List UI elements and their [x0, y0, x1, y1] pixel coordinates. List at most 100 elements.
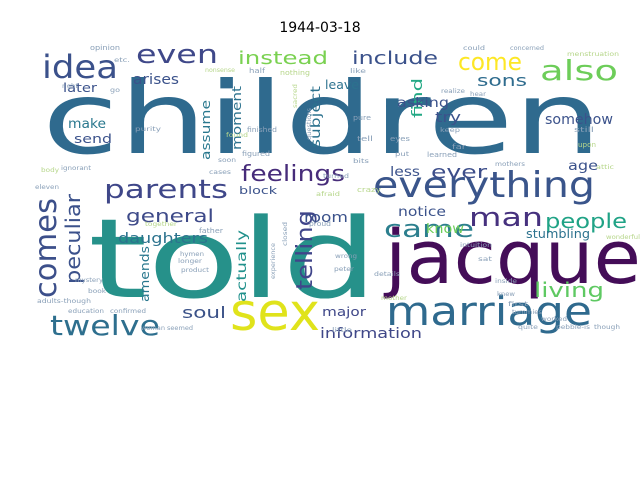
cloud-word-subject: subject	[309, 86, 324, 148]
cloud-word-arises: arises	[133, 72, 179, 88]
cloud-word-ignorant: ignorant	[61, 165, 92, 172]
cloud-word-idea: idea	[42, 48, 118, 86]
cloud-word-leave: leave	[325, 78, 359, 92]
cloud-word-right: right	[62, 83, 79, 90]
cloud-word-cases: cases	[209, 169, 231, 176]
cloud-word-room: room	[304, 210, 348, 226]
cloud-word-questions: questions	[306, 108, 313, 140]
cloud-word-opinion: opinion	[90, 44, 120, 52]
cloud-word-adults-though: adults-though	[37, 298, 91, 305]
cloud-word-intuition: intuition	[460, 242, 492, 249]
cloud-word-living: living	[534, 278, 604, 302]
cloud-word-experience: experience	[270, 243, 277, 279]
cloud-word-ever: ever	[431, 162, 488, 183]
cloud-word-finished: finished	[247, 126, 277, 134]
cloud-word-proud: proud	[309, 220, 331, 228]
cloud-word-put: put	[395, 151, 410, 158]
cloud-word-book: book	[88, 288, 107, 295]
cloud-word-man: man	[469, 203, 543, 233]
cloud-word-though: though	[594, 324, 620, 331]
cloud-word-bits: bits	[353, 158, 369, 165]
cloud-word-peculiar: peculiar	[61, 193, 85, 284]
cloud-word-also: also	[540, 54, 618, 87]
cloud-word-block: block	[239, 184, 278, 197]
cloud-word-major: major	[322, 305, 366, 319]
cloud-word-even: even	[136, 40, 218, 70]
cloud-word-parents: parents	[104, 175, 228, 205]
cloud-word-moment: moment	[230, 86, 244, 150]
cloud-word-attic: attic	[596, 164, 614, 171]
cloud-word-figured: figured	[242, 150, 270, 158]
cloud-word-include: include	[352, 48, 438, 69]
cloud-word-crazy: crazy	[357, 186, 381, 194]
cloud-word-concerned: concerned	[510, 45, 544, 52]
cloud-word-woman: woman	[141, 325, 165, 332]
cloud-word-send: send	[74, 132, 112, 146]
cloud-word-mothers: mothers	[495, 161, 525, 168]
cloud-word-realize: realize	[441, 88, 465, 95]
cloud-word-go: go	[110, 87, 120, 94]
cloud-word-pure: pure	[353, 114, 371, 122]
cloud-word-later: later	[63, 81, 97, 95]
cloud-word-tell: tell	[357, 135, 373, 143]
cloud-word-worked: worked	[541, 316, 567, 323]
cloud-word-people: people	[545, 209, 627, 233]
cloud-word-product: product	[181, 267, 210, 274]
cloud-word-general: general	[126, 206, 214, 227]
cloud-word-know: know	[426, 222, 464, 237]
cloud-word-told: told	[88, 195, 378, 323]
cloud-word-father: father	[199, 227, 223, 235]
cloud-word-come: come	[458, 48, 522, 76]
cloud-word-tummies: tummies	[512, 309, 542, 316]
cloud-word-nothing: nothing	[280, 69, 310, 77]
cloud-word-amends: amends	[138, 246, 152, 302]
cloud-word-learned: learned	[427, 151, 457, 159]
cloud-word-longer: longer	[178, 258, 203, 265]
cloud-word-confirmed: confirmed	[110, 308, 146, 315]
cloud-word-menstruation: menstruation	[567, 51, 619, 58]
cloud-word-could: could	[463, 45, 485, 52]
cloud-word-find: find	[410, 78, 426, 118]
cloud-word-eleven: eleven	[35, 184, 59, 191]
cloud-word-sons: sons	[477, 71, 527, 90]
cloud-word-quite: quite	[518, 324, 538, 331]
cloud-word-sacred: sacred	[292, 84, 299, 108]
cloud-word-marriage: marriage	[386, 289, 592, 335]
cloud-word-telling: telling	[293, 210, 318, 290]
cloud-word-soul: soul	[182, 303, 226, 322]
cloud-word-sat: sat	[478, 256, 493, 263]
cloud-word-make: make	[68, 117, 106, 132]
cloud-word-wrong: wrong	[335, 253, 357, 260]
cloud-word-somehow: somehow	[545, 112, 613, 128]
cloud-word-feelings: feelings	[241, 162, 345, 187]
cloud-word-assume: assume	[199, 100, 213, 160]
cloud-word-half: half	[249, 67, 266, 75]
cloud-word-seemed: seemed	[167, 325, 193, 332]
cloud-word-try: try	[435, 110, 461, 126]
cloud-word-purity: purity	[135, 126, 162, 133]
cloud-word-hymen: hymen	[180, 251, 204, 258]
cloud-word-little: little	[332, 327, 352, 334]
cloud-word-children: children	[42, 60, 602, 177]
cloud-word-jacque: jacque	[383, 215, 640, 301]
cloud-word-asking: asking	[397, 96, 449, 111]
cloud-word-body: body	[41, 167, 60, 174]
cloud-word-less: less	[390, 165, 420, 180]
cloud-word-everything: everything	[373, 165, 595, 206]
cloud-word-comes: comes	[29, 198, 64, 298]
cloud-word-still: still	[574, 126, 594, 134]
cloud-word-actually: actually	[235, 230, 250, 302]
cloud-word-information: information	[320, 326, 422, 342]
cloud-word-hear: hear	[470, 91, 487, 98]
cloud-word-like: like	[350, 68, 366, 75]
cloud-word-age: age	[568, 159, 598, 174]
cloud-word-first: first	[508, 301, 529, 308]
cloud-word-nonsense: nonsense	[205, 67, 235, 74]
cloud-word-details: details	[374, 271, 400, 278]
cloud-word-upon: upon	[578, 141, 596, 149]
cloud-word-afraid: afraid	[316, 191, 340, 198]
cloud-word-knew: knew	[497, 291, 515, 298]
cloud-word-together: together	[145, 221, 178, 228]
cloud-word-etc-: etc.	[114, 57, 130, 64]
